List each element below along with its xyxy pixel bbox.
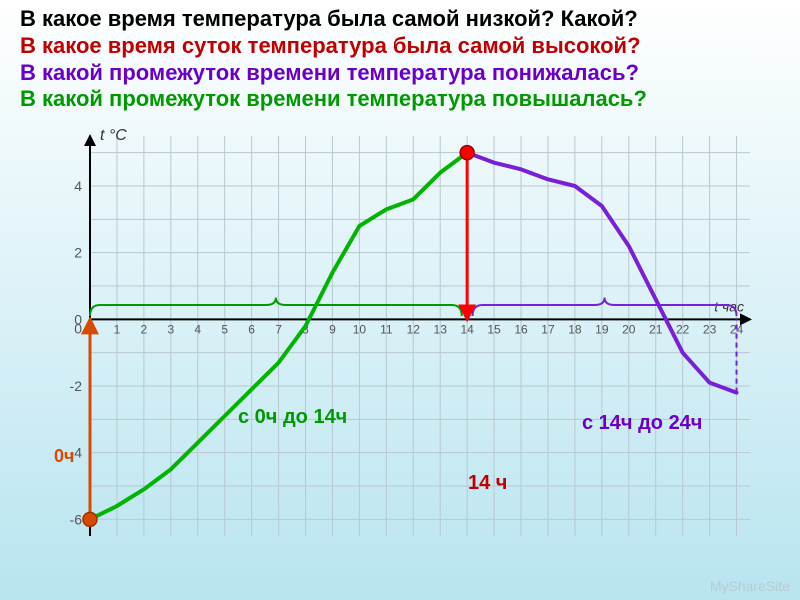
x-tick-label: 11: [380, 322, 393, 336]
marker-min_point: [83, 512, 97, 526]
brace-brace_0_14: [90, 298, 462, 316]
x-tick-label: 16: [514, 322, 528, 336]
x-tick-label: 1: [114, 322, 121, 336]
x-tick-label: 6: [248, 322, 255, 336]
question-1: В какое время температура была самой низ…: [20, 6, 780, 33]
y-tick-label: 4: [74, 178, 82, 194]
x-tick-label: 5: [221, 322, 228, 336]
chart-container: 123456789101112131415161718192021222324-…: [40, 126, 760, 566]
x-tick-label: 7: [275, 322, 282, 336]
watermark: MyShareSite: [710, 578, 790, 594]
marker-max_point: [460, 146, 474, 160]
x-tick-label: 13: [434, 322, 448, 336]
label-14h: 14 ч: [468, 472, 507, 495]
x-tick-label: 18: [568, 322, 582, 336]
x-tick-label: 3: [167, 322, 174, 336]
label-0h: 0ч: [54, 446, 74, 467]
x-axis-label: t час: [714, 298, 744, 314]
question-2: В какое время суток температура была сам…: [20, 33, 780, 60]
x-tick-label: 15: [487, 322, 501, 336]
x-tick-label: 23: [703, 322, 717, 336]
y-tick-label: -2: [70, 378, 83, 394]
x-tick-label: 17: [541, 322, 555, 336]
question-3: В какой промежуток времени температура п…: [20, 60, 780, 87]
questions-block: В какое время температура была самой низ…: [20, 6, 780, 113]
x-tick-label: 14: [460, 322, 474, 336]
label-range-0-14: с 0ч до 14ч: [238, 406, 347, 429]
label-range-14-24: с 14ч до 24ч: [582, 412, 702, 435]
x-tick-label: 2: [141, 322, 148, 336]
temperature-chart: 123456789101112131415161718192021222324-…: [40, 126, 760, 566]
brace-brace_14_24: [473, 298, 737, 316]
x-tick-label: 21: [649, 322, 663, 336]
x-tick-label: 9: [329, 322, 336, 336]
origin-label: 0: [74, 320, 82, 336]
y-tick-label: -6: [70, 511, 83, 527]
x-tick-label: 12: [407, 322, 421, 336]
x-tick-label: 22: [676, 322, 690, 336]
x-tick-label: 4: [194, 322, 201, 336]
y-axis-label: t °C: [100, 127, 127, 144]
y-tick-label: 2: [74, 245, 82, 261]
x-tick-label: 10: [353, 322, 367, 336]
question-4: В какой промежуток времени температура п…: [20, 86, 780, 113]
x-tick-label: 20: [622, 322, 636, 336]
x-tick-label: 19: [595, 322, 609, 336]
